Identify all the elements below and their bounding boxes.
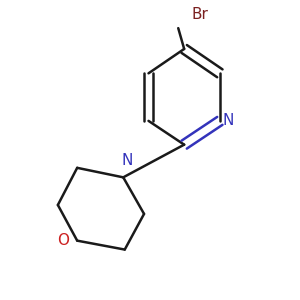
Text: N: N [223, 113, 234, 128]
Text: O: O [57, 233, 69, 248]
Text: N: N [121, 153, 133, 168]
Text: Br: Br [192, 7, 208, 22]
